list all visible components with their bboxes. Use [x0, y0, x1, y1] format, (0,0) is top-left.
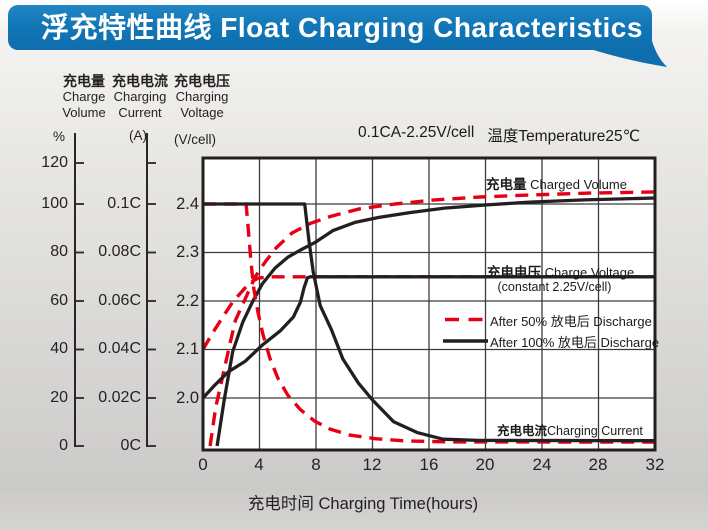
x-tick: 0	[198, 455, 208, 474]
legend-after-50-discharge: After 50% 放电后 Discharge	[490, 314, 652, 329]
volume-tick: 0	[59, 437, 68, 454]
charged-volume-curve-label: 充电量 Charged Volume	[486, 177, 627, 192]
volume-tick: 100	[41, 195, 68, 212]
data-curves	[201, 190, 656, 447]
x-tick: 32	[645, 455, 665, 474]
x-tick: 4	[254, 455, 264, 474]
current-tick: 0.1C	[107, 195, 141, 212]
x-tick: 24	[532, 455, 552, 474]
x-tick: 28	[588, 455, 608, 474]
unit-percent: %	[52, 129, 65, 144]
charge-voltage-subnote: (constant 2.25V/cell)	[497, 280, 612, 294]
x-tick: 20	[475, 455, 495, 474]
x-tick: 16	[419, 455, 439, 474]
current-tick: 0.06C	[98, 292, 141, 309]
plot-border	[201, 156, 657, 452]
series-charged-volume-after-50-discharge	[208, 190, 656, 447]
series-charge-voltage-after-50-discharge	[201, 275, 655, 351]
volume-tick: 80	[50, 243, 68, 260]
axis-caption-charge-volume: 充电量 Charge Volume	[62, 73, 106, 120]
voltage-tick: 2.3	[176, 243, 199, 261]
x-tick: 8	[311, 455, 321, 474]
series-charge-voltage-after-100-discharge	[201, 275, 655, 400]
volume-tick: 120	[41, 154, 68, 171]
unit-v-per-cell: (V/cell)	[173, 132, 216, 147]
voltage-tick: 2.4	[176, 195, 199, 213]
x-axis-title: 充电时间 Charging Time(hours)	[247, 495, 479, 513]
legend-key-samples	[443, 317, 488, 343]
volume-tick: 20	[50, 389, 68, 406]
volume-tick: 60	[50, 292, 68, 309]
axis-tick-marks	[75, 162, 156, 447]
x-tick: 12	[362, 455, 382, 474]
page-title: 浮充特性曲线 Float Charging Characteristics	[41, 12, 643, 43]
voltage-tick: 2.1	[176, 340, 199, 358]
current-tick: 0.02C	[98, 389, 141, 406]
series-charged-volume-after-100-discharge	[215, 196, 656, 447]
voltage-tick: 2.0	[176, 389, 199, 407]
axis-caption-charging-current: 充电电流 Charging Current	[112, 73, 168, 120]
volume-tick: 40	[50, 340, 68, 357]
volume-axis-line	[74, 133, 148, 447]
series-charging-current-after-50-discharge	[203, 202, 656, 444]
charge-voltage-curve-label: 充电电压 Charge Voltage	[487, 265, 635, 280]
current-tick: 0.04C	[98, 340, 141, 357]
current-tick: 0C	[120, 437, 141, 454]
charging-current-curve-label: 充电电流Charging Current	[497, 424, 643, 438]
series-charging-current-after-100-discharge	[203, 202, 656, 443]
test-condition-annotation: 0.1CA-2.25V/cell 温度Temperature25℃	[358, 124, 640, 145]
unit-ampere: (A)	[129, 128, 147, 143]
header-banner: 浮充特性曲线 Float Charging Characteristics	[8, 5, 652, 50]
legend-after-100-discharge: After 100% 放电后 Discharge	[490, 335, 660, 350]
axis-caption-charging-voltage: 充电电压 Charging Voltage	[174, 73, 230, 120]
voltage-tick: 2.2	[176, 292, 199, 310]
current-tick: 0.08C	[98, 243, 141, 260]
